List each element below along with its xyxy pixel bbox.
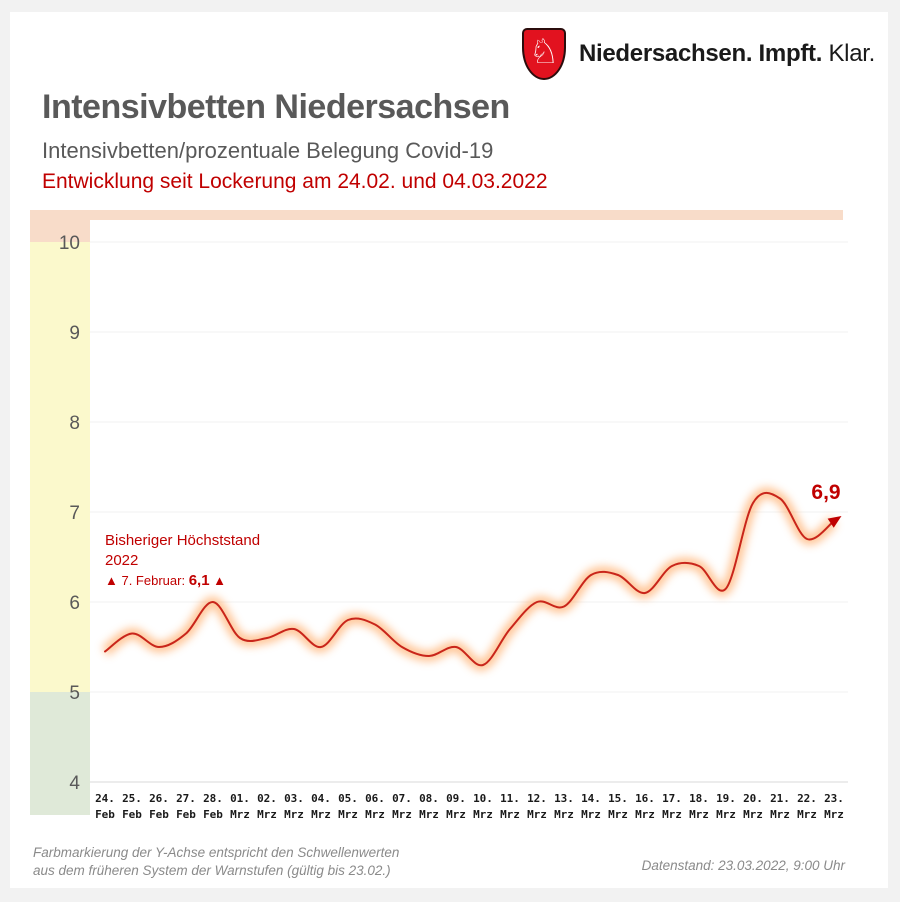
x-tick-month-25: Mrz bbox=[770, 808, 790, 821]
x-tick-month-16: Mrz bbox=[527, 808, 547, 821]
x-tick-day-18: 14. bbox=[581, 792, 601, 805]
band-green-axis bbox=[30, 692, 90, 815]
x-tick-day-2: 26. bbox=[149, 792, 169, 805]
page-title: Intensivbetten Niedersachsen bbox=[42, 88, 510, 126]
x-tick-month-13: Mrz bbox=[446, 808, 466, 821]
x-tick-day-8: 04. bbox=[311, 792, 331, 805]
x-tick-day-24: 20. bbox=[743, 792, 763, 805]
x-tick-day-1: 25. bbox=[122, 792, 142, 805]
annotation-suffix: ▲ bbox=[209, 573, 227, 588]
y-tick-5: 5 bbox=[69, 683, 80, 704]
y-tick-7: 7 bbox=[69, 503, 80, 524]
x-tick-day-6: 02. bbox=[257, 792, 277, 805]
niedersachsen-shield-icon: ♘ bbox=[521, 28, 566, 80]
x-tick-day-21: 17. bbox=[662, 792, 682, 805]
band-red-top bbox=[30, 210, 843, 220]
chart-svg: 4 5 6 7 8 9 10 24. Feb 25. Feb 26. Feb 27. Feb 28. Feb 01… bbox=[30, 210, 848, 821]
band-red-axis bbox=[30, 220, 90, 242]
brand-text-bold: Niedersachsen. Impft. bbox=[578, 40, 823, 67]
y-tick-9: 9 bbox=[69, 323, 80, 344]
x-tick-month-24: Mrz bbox=[743, 808, 763, 821]
x-tick-month-21: Mrz bbox=[662, 808, 682, 821]
x-tick-month-3: Feb bbox=[176, 808, 196, 821]
footer-note-line1: Farbmarkierung der Y-Achse entspricht de… bbox=[33, 845, 400, 860]
x-tick-month-10: Mrz bbox=[365, 808, 385, 821]
x-tick-month-12: Mrz bbox=[419, 808, 439, 821]
x-tick-month-0: Feb bbox=[95, 808, 115, 821]
infographic-card: ♘ Niedersachsen. Impft. Klar. Intensivbe… bbox=[10, 12, 888, 888]
y-tick-6: 6 bbox=[69, 593, 80, 614]
x-tick-day-11: 07. bbox=[392, 792, 412, 805]
x-tick-month-4: Feb bbox=[203, 808, 223, 821]
x-tick-month-26: Mrz bbox=[797, 808, 817, 821]
x-tick-day-27: 23. bbox=[824, 792, 844, 805]
x-tick-month-5: Mrz bbox=[230, 808, 250, 821]
x-tick-month-9: Mrz bbox=[338, 808, 358, 821]
trend-arrow-icon bbox=[827, 516, 842, 528]
x-tick-day-23: 19. bbox=[716, 792, 736, 805]
x-tick-month-15: Mrz bbox=[500, 808, 520, 821]
x-tick-day-12: 08. bbox=[419, 792, 439, 805]
page-subtitle: Intensivbetten/prozentuale Belegung Covi… bbox=[42, 138, 494, 163]
highlight-subtitle: Entwicklung seit Lockerung am 24.02. und… bbox=[42, 170, 548, 193]
latest-value-label: 6,9 bbox=[811, 481, 841, 504]
x-tick-month-18: Mrz bbox=[581, 808, 601, 821]
x-tick-month-1: Feb bbox=[122, 808, 142, 821]
x-tick-month-7: Mrz bbox=[284, 808, 304, 821]
x-tick-day-25: 21. bbox=[770, 792, 790, 805]
x-tick-day-15: 11. bbox=[500, 792, 520, 805]
annotation-prefix: ▲ 7. Februar: bbox=[105, 573, 189, 588]
brand-text-light: Klar. bbox=[828, 40, 875, 67]
x-tick-day-26: 22. bbox=[797, 792, 817, 805]
previous-peak-annotation: Bisheriger Höchststand 2022 ▲ 7. Februar… bbox=[105, 531, 260, 591]
x-tick-day-9: 05. bbox=[338, 792, 358, 805]
x-tick-day-17: 13. bbox=[554, 792, 574, 805]
x-tick-month-2: Feb bbox=[149, 808, 169, 821]
x-tick-day-22: 18. bbox=[689, 792, 709, 805]
horse-icon: ♘ bbox=[528, 32, 560, 72]
x-tick-day-10: 06. bbox=[365, 792, 385, 805]
x-tick-day-3: 27. bbox=[176, 792, 196, 805]
x-tick-month-14: Mrz bbox=[473, 808, 493, 821]
band-yellow-axis bbox=[30, 242, 90, 692]
annotation-line2: 2022 bbox=[105, 552, 139, 569]
y-tick-8: 8 bbox=[69, 413, 80, 434]
x-tick-day-19: 15. bbox=[608, 792, 628, 805]
x-tick-day-16: 12. bbox=[527, 792, 547, 805]
footer-note-line2: aus dem früheren System der Warnstufen (… bbox=[33, 863, 391, 878]
x-tick-month-17: Mrz bbox=[554, 808, 574, 821]
header-logo: ♘ Niedersachsen. Impft. Klar. bbox=[521, 28, 875, 80]
annotation-line3: ▲ 7. Februar: 6,1 ▲ bbox=[105, 571, 260, 591]
x-tick-day-7: 03. bbox=[284, 792, 304, 805]
x-tick-month-22: Mrz bbox=[689, 808, 709, 821]
x-tick-month-6: Mrz bbox=[257, 808, 277, 821]
footer-note: Farbmarkierung der Y-Achse entspricht de… bbox=[33, 844, 399, 880]
x-tick-day-4: 28. bbox=[203, 792, 223, 805]
x-tick-month-20: Mrz bbox=[635, 808, 655, 821]
x-tick-day-20: 16. bbox=[635, 792, 655, 805]
y-tick-10: 10 bbox=[59, 233, 80, 254]
y-tick-4: 4 bbox=[69, 773, 80, 794]
brand-text: Niedersachsen. Impft. Klar. bbox=[579, 40, 875, 68]
x-tick-day-14: 10. bbox=[473, 792, 493, 805]
data-timestamp: Datenstand: 23.03.2022, 9:00 Uhr bbox=[641, 858, 845, 873]
x-tick-day-5: 01. bbox=[230, 792, 250, 805]
x-tick-day-0: 24. bbox=[95, 792, 115, 805]
x-tick-month-11: Mrz bbox=[392, 808, 412, 821]
annotation-value: 6,1 bbox=[188, 572, 210, 589]
x-tick-day-13: 09. bbox=[446, 792, 466, 805]
x-tick-month-8: Mrz bbox=[311, 808, 331, 821]
x-tick-month-23: Mrz bbox=[716, 808, 736, 821]
annotation-line1: Bisheriger Höchststand bbox=[105, 532, 261, 549]
covid-line bbox=[104, 491, 835, 667]
x-tick-month-19: Mrz bbox=[608, 808, 628, 821]
x-tick-month-27: Mrz bbox=[824, 808, 844, 821]
